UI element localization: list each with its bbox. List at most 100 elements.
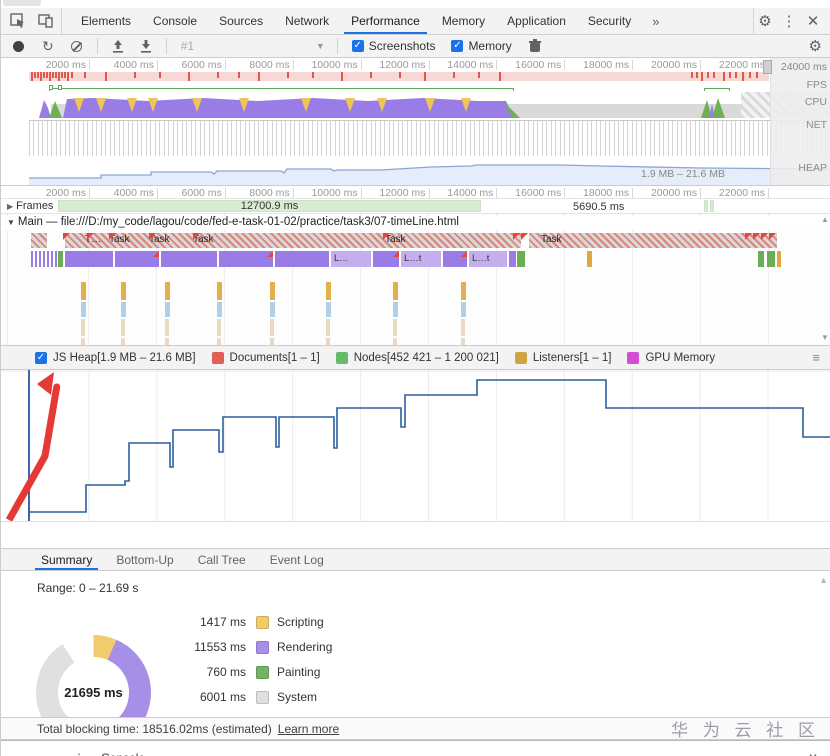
flame-chart-segment[interactable] <box>326 282 331 300</box>
activity-bar[interactable] <box>758 251 764 267</box>
flame-chart-segment[interactable] <box>165 282 170 300</box>
flame-chart-segment[interactable] <box>165 302 170 317</box>
flame-chart-segment[interactable] <box>326 319 330 336</box>
tab-summary[interactable]: Summary <box>29 549 104 570</box>
tab-bottom-up[interactable]: Bottom-Up <box>116 552 174 567</box>
memory-checkbox[interactable]: ✓ Memory <box>451 39 512 53</box>
tab-console[interactable]: Console <box>153 14 198 28</box>
flame-chart-segment[interactable] <box>270 319 274 336</box>
long-task-bar[interactable] <box>529 233 777 248</box>
settings-gear-icon[interactable]: ⚙ <box>758 13 772 30</box>
frames-track[interactable]: ▶ Frames 12700.9 ms 5690.5 ms <box>1 199 830 214</box>
learn-more-link[interactable]: Learn more <box>277 721 340 736</box>
screenshots-checkbox[interactable]: ✓ Screenshots <box>351 39 436 53</box>
tab-memory[interactable]: Memory <box>441 14 486 28</box>
activity-bar[interactable]: L…t <box>401 251 441 267</box>
counter-legend-item[interactable]: ✓ JS Heap[1.9 MB – 21.6 MB] <box>35 351 196 364</box>
flame-chart-segment[interactable] <box>81 338 85 345</box>
reload-and-record-icon[interactable]: ↻ <box>42 38 54 54</box>
device-toolbar-icon[interactable] <box>35 11 57 31</box>
tab-elements[interactable]: Elements <box>81 14 132 28</box>
flame-chart-segment[interactable] <box>270 302 275 317</box>
flame-chart-segment[interactable] <box>393 302 398 317</box>
flame-chart-segment[interactable] <box>326 338 330 345</box>
flame-chart-segment[interactable] <box>461 338 465 345</box>
flame-chart-segment[interactable] <box>81 302 86 317</box>
flame-chart-segment[interactable] <box>81 319 85 336</box>
waterfall-scrollbar[interactable]: ▲ ▼ <box>819 214 830 345</box>
frames-track-label[interactable]: ▶ Frames <box>7 200 54 212</box>
recording-select[interactable]: #1 ▼ <box>173 39 331 53</box>
counter-legend-item[interactable]: Nodes[452 421 – 1 200 021] <box>335 351 499 364</box>
tab-network[interactable]: Network <box>285 14 330 28</box>
activity-bar[interactable] <box>275 251 329 267</box>
flame-chart-segment[interactable] <box>461 282 466 300</box>
record-button[interactable] <box>13 40 24 52</box>
timeline-overview[interactable]: 2000 ms 4000 ms 6000 ms 8000 ms 10000 ms 1200… <box>1 58 830 186</box>
drawer-console-label[interactable]: Console <box>101 751 145 756</box>
flame-chart-segment[interactable] <box>393 319 397 336</box>
tab-call-tree[interactable]: Call Tree <box>197 552 246 567</box>
counter-legend-item[interactable]: Documents[1 – 1] <box>211 351 320 364</box>
long-task-bar[interactable] <box>65 233 521 248</box>
activity-bar[interactable]: L…t <box>469 251 507 267</box>
flame-chart-segment[interactable] <box>270 282 275 300</box>
kebab-menu-icon[interactable]: ⋮ <box>781 13 797 30</box>
flame-chart-segment[interactable] <box>393 338 397 345</box>
activity-bar[interactable] <box>373 251 399 267</box>
summary-scrollbar[interactable]: ▲ <box>819 575 828 585</box>
activity-bar[interactable] <box>219 251 273 267</box>
flame-chart-segment[interactable] <box>121 282 126 300</box>
inspect-element-icon[interactable] <box>7 11 29 31</box>
flame-chart-segment[interactable] <box>121 302 126 317</box>
close-devtools-icon[interactable]: ✕ <box>806 13 820 30</box>
scroll-down-icon[interactable]: ▼ <box>821 333 829 342</box>
flame-chart-segment[interactable] <box>270 338 274 345</box>
frame-bar[interactable] <box>704 200 708 212</box>
save-profile-icon[interactable] <box>140 39 152 53</box>
activity-bar[interactable]: L… <box>331 251 371 267</box>
tab-application[interactable]: Application <box>507 14 566 28</box>
flame-chart-segment[interactable] <box>121 338 125 345</box>
activity-bar[interactable] <box>115 251 159 267</box>
activity-bar[interactable] <box>777 251 781 267</box>
console-drawer-bar[interactable]: ⋮ Console ✕ <box>1 740 830 756</box>
capture-settings-gear-icon[interactable]: ⚙ <box>808 38 822 55</box>
flame-chart-segment[interactable] <box>217 319 221 336</box>
flame-chart-segment[interactable] <box>461 319 465 336</box>
scroll-up-icon[interactable]: ▲ <box>821 215 829 224</box>
tab-event-log[interactable]: Event Log <box>269 552 324 567</box>
delete-recording-icon[interactable] <box>528 39 541 52</box>
activity-bar[interactable] <box>517 251 525 267</box>
flame-chart-segment[interactable] <box>217 302 222 317</box>
main-thread-track[interactable]: ▼ Main — file:///D:/my_code/lagou/code/fe… <box>1 214 830 345</box>
long-task-bar[interactable] <box>31 233 47 248</box>
flame-chart-segment[interactable] <box>217 282 222 300</box>
activity-bar[interactable] <box>58 251 63 267</box>
flame-chart-segment[interactable] <box>393 282 398 300</box>
flame-chart-segment[interactable] <box>81 282 86 300</box>
activity-bar[interactable] <box>587 251 592 267</box>
activity-bar[interactable] <box>161 251 217 267</box>
hamburger-menu-icon[interactable]: ≡ <box>812 350 820 365</box>
flame-chart-segment[interactable] <box>165 338 169 345</box>
activity-bar[interactable] <box>509 251 516 267</box>
load-profile-icon[interactable] <box>112 39 124 53</box>
counter-legend-item[interactable]: GPU Memory <box>627 351 715 364</box>
counter-legend-item[interactable]: Listeners[1 – 1] <box>514 351 611 364</box>
activity-bar[interactable] <box>65 251 113 267</box>
frame-bar[interactable] <box>710 200 714 212</box>
flame-chart-segment[interactable] <box>461 302 466 317</box>
tab-sources[interactable]: Sources <box>219 14 264 28</box>
overview-window-handle[interactable] <box>763 60 772 74</box>
frame-bar[interactable]: 12700.9 ms <box>58 200 481 212</box>
clear-recordings-icon[interactable] <box>70 40 82 52</box>
main-track-header[interactable]: ▼ Main — file:///D:/my_code/lagou/code/fe… <box>1 216 830 230</box>
tab-performance[interactable]: Performance <box>340 8 431 34</box>
flame-chart-segment[interactable] <box>326 302 331 317</box>
js-heap-chart[interactable] <box>1 370 830 522</box>
tab-security[interactable]: Security <box>587 14 632 28</box>
flame-chart-segment[interactable] <box>121 319 125 336</box>
flame-chart-segment[interactable] <box>217 338 221 345</box>
more-tabs-button[interactable]: » <box>652 13 660 29</box>
